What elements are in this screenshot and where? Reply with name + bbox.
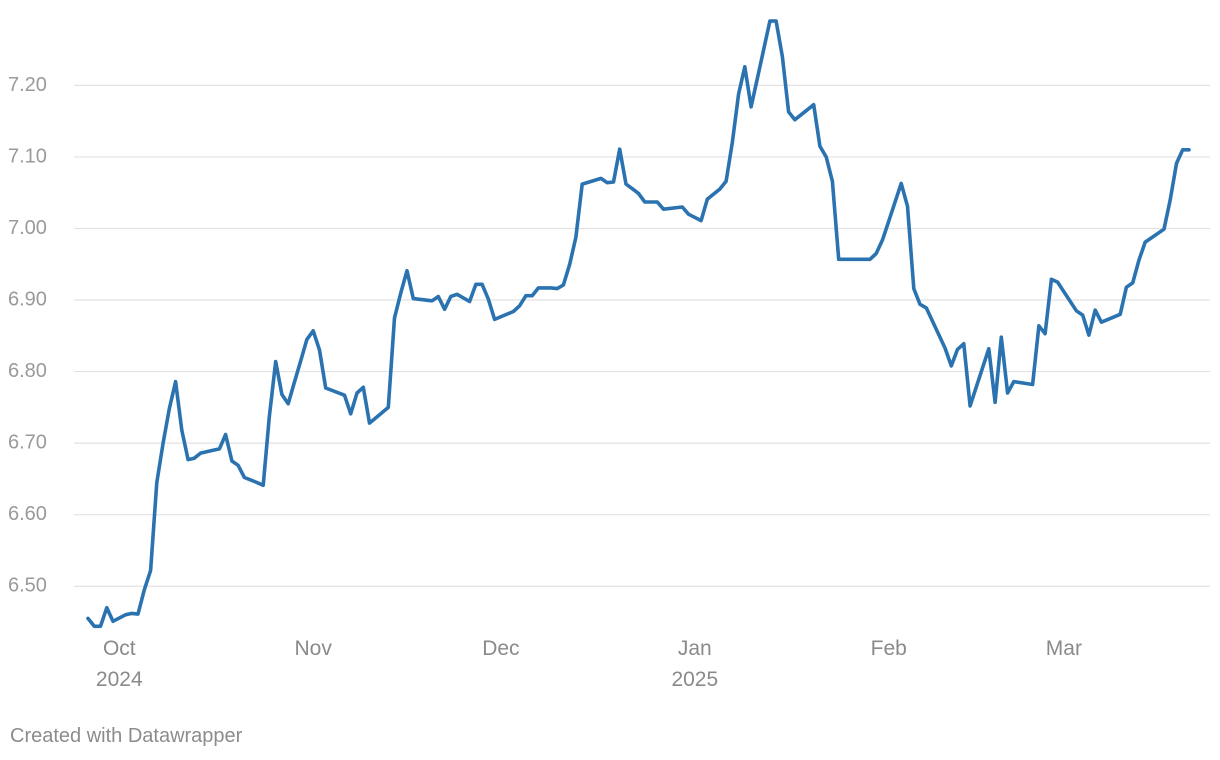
x-tick-label: Mar	[1046, 637, 1082, 660]
x-tick-year-label: 2025	[671, 668, 718, 691]
x-tick-label: Feb	[871, 637, 907, 660]
y-tick-label: 7.00	[8, 217, 47, 239]
y-tick-label: 6.90	[8, 289, 47, 311]
x-tick-label: Jan	[678, 637, 712, 660]
credit-text: Created with Datawrapper	[10, 725, 243, 747]
y-tick-label: 7.10	[8, 145, 47, 167]
line-chart: 6.50 6.60 6.70 6.80 6.90 7.00 7.10 7.20 Oct 2024…	[8, 19, 1210, 691]
x-axis: Oct 2024 Nov Dec Jan 2025 Feb Mar	[96, 637, 1082, 691]
gridlines	[74, 84, 1210, 587]
x-tick-label: Nov	[295, 637, 333, 660]
y-tick-label: 6.60	[8, 503, 47, 525]
y-tick-label: 6.50	[8, 575, 47, 597]
y-tick-label: 6.70	[8, 432, 47, 454]
x-tick-year-label: 2024	[96, 668, 143, 691]
y-tick-label: 6.80	[8, 360, 47, 382]
series-line-0	[86, 19, 1191, 629]
y-axis: 6.50 6.60 6.70 6.80 6.90 7.00 7.10 7.20	[8, 74, 47, 597]
x-tick-label: Oct	[103, 637, 136, 660]
x-tick-label: Dec	[482, 637, 519, 660]
y-tick-label: 7.20	[8, 74, 47, 96]
series-layer	[86, 19, 1191, 629]
